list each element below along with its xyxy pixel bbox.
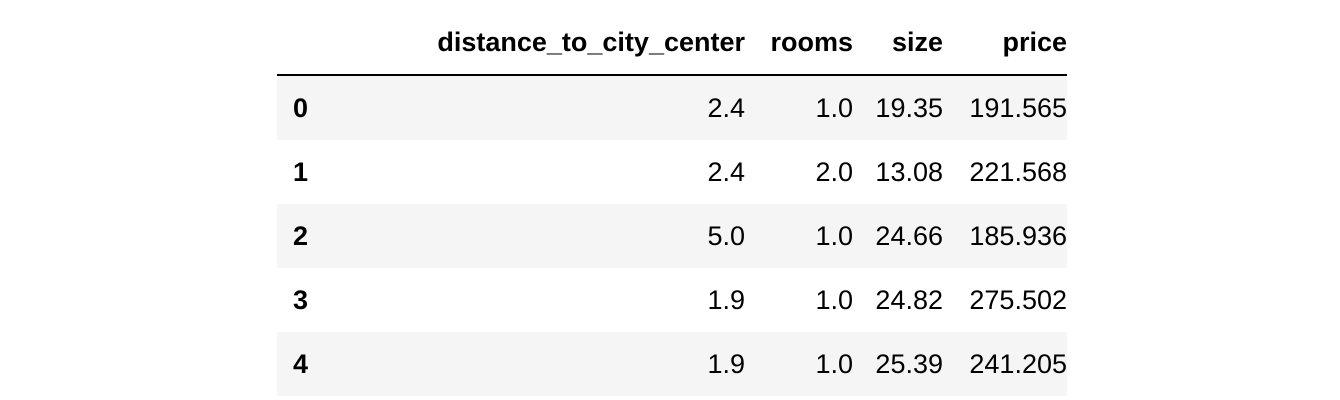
cell-distance-to-city-center: 2.4 [707,157,745,187]
cell-distance-to-city-center: 5.0 [707,221,745,251]
column-header-distance-to-city-center: distance_to_city_center [341,10,745,76]
row-index: 0 [293,93,309,123]
cell-distance-to-city-center: 1.9 [707,285,745,315]
table-body: 0 2.4 1.0 19.35 191.565 1 2.4 2.0 13.08 … [277,75,1067,396]
row-index: 1 [293,157,309,187]
column-header-rooms: rooms [745,10,853,76]
cell-distance-to-city-center: 2.4 [707,93,745,123]
row-index: 2 [293,221,309,251]
dataframe-table: distance_to_city_center rooms size price… [277,10,1067,396]
row-index: 3 [293,285,309,315]
table-row: 3 1.9 1.0 24.82 275.502 [277,268,1067,332]
cell-price: 191.565 [969,93,1067,123]
cell-rooms: 1.0 [815,285,853,315]
cell-rooms: 1.0 [815,349,853,379]
index-header-corner [277,10,341,76]
column-header-price: price [943,10,1067,76]
row-index: 4 [293,349,309,379]
table-header: distance_to_city_center rooms size price [277,10,1067,76]
table-row: 2 5.0 1.0 24.66 185.936 [277,204,1067,268]
cell-size: 19.35 [875,93,943,123]
cell-distance-to-city-center: 1.9 [707,349,745,379]
table-row: 1 2.4 2.0 13.08 221.568 [277,140,1067,204]
cell-rooms: 1.0 [815,93,853,123]
header-row: distance_to_city_center rooms size price [277,10,1067,76]
column-header-size: size [853,10,943,76]
cell-price: 275.502 [969,285,1067,315]
cell-size: 25.39 [875,349,943,379]
table-row: 0 2.4 1.0 19.35 191.565 [277,75,1067,140]
cell-rooms: 2.0 [815,157,853,187]
table-row: 4 1.9 1.0 25.39 241.205 [277,332,1067,396]
cell-price: 221.568 [969,157,1067,187]
cell-size: 24.66 [875,221,943,251]
cell-size: 13.08 [875,157,943,187]
cell-price: 185.936 [969,221,1067,251]
cell-price: 241.205 [969,349,1067,379]
cell-size: 24.82 [875,285,943,315]
cell-rooms: 1.0 [815,221,853,251]
